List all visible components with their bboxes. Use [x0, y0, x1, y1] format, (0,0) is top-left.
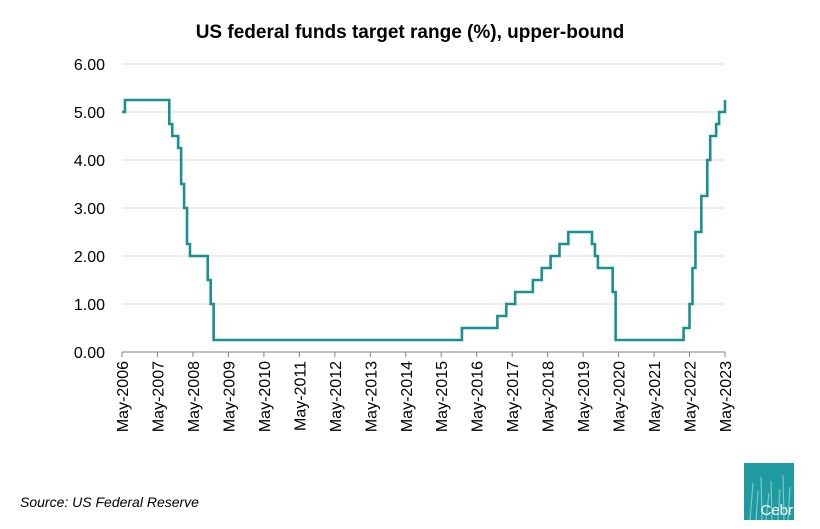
- line-chart: 0.001.002.003.004.005.006.00 May-2006 May…: [74, 57, 735, 432]
- x-tick-label: May-2023: [718, 361, 735, 432]
- x-tick-label: May-2009: [221, 361, 238, 432]
- x-axis: May-2006 May-2007 May-2008 May-2009 May-2010…: [115, 351, 735, 432]
- x-tick-label: May-2015: [434, 361, 451, 432]
- cebr-logo: Cebr: [744, 463, 794, 520]
- x-tick-label: May-2019: [576, 361, 593, 432]
- y-tick-label: 1.00: [74, 297, 105, 314]
- x-tick-label: May-2016: [470, 361, 487, 432]
- x-tick-label: May-2008: [186, 361, 203, 432]
- x-tick-label: May-2010: [257, 361, 274, 432]
- y-axis: 0.00 1.00 2.00 3.00 4.00 5.00 6.00: [74, 57, 105, 362]
- logo-grass-icon: [749, 474, 791, 520]
- x-tick-label: May-2020: [612, 361, 629, 432]
- x-tick-label: May-2006: [115, 361, 132, 432]
- source-note: Source: US Federal Reserve: [20, 494, 199, 510]
- x-tick-label: May-2012: [328, 361, 345, 432]
- gridlines: [122, 63, 725, 305]
- y-tick-label: 6.00: [74, 57, 105, 74]
- y-tick-label: 4.00: [74, 153, 105, 170]
- chart-title: US federal funds target range (%), upper…: [195, 22, 625, 43]
- rate-series-line: [122, 98, 727, 342]
- x-tick-label: May-2007: [150, 361, 167, 432]
- x-tick-label: May-2017: [505, 361, 522, 432]
- y-tick-label: 3.00: [74, 201, 105, 218]
- y-tick-label: 0.00: [74, 345, 105, 362]
- x-tick-label: May-2018: [541, 361, 558, 432]
- y-tick-label: 5.00: [74, 105, 105, 122]
- logo-text: Cebr: [760, 502, 793, 519]
- x-tick-label: May-2011: [292, 361, 309, 431]
- y-tick-label: 2.00: [74, 249, 105, 266]
- x-tick-label: May-2014: [399, 361, 416, 432]
- x-tick-label: May-2021: [647, 361, 664, 432]
- x-tick-label: May-2013: [363, 361, 380, 432]
- x-tick-label: May-2022: [683, 361, 700, 432]
- series-layer: [121, 98, 727, 342]
